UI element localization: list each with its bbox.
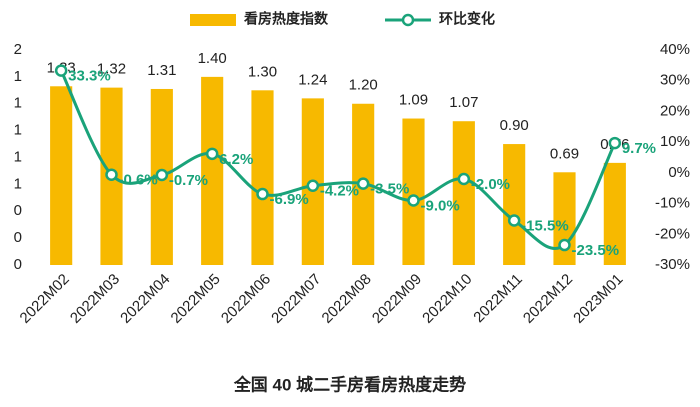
y-tick-label: 1 [14,68,22,85]
bar [50,86,73,265]
line-marker [507,214,521,227]
line-marker [205,147,219,161]
y-tick-label: 2 [14,41,22,58]
y2-tick-label: 40% [660,41,690,58]
line-value-label: 9.7% [622,140,656,157]
x-tick-label: 2022M08 [319,271,375,327]
y-tick-label: 0 [14,256,22,273]
y2-tick-label: -30% [655,256,690,273]
line-value-label: -0.6% [119,172,158,189]
bar-value-label: 1.30 [248,63,277,80]
line-marker [457,172,471,186]
legend-label: 环比变化 [439,11,495,27]
x-tick-label: 2022M05 [168,271,224,327]
line-value-label: -15.5% [521,217,569,234]
bar-value-label: 1.31 [147,62,176,79]
bar-value-label: 1.20 [349,77,378,94]
bar-value-label: 1.40 [198,50,227,67]
bar-value-label: 1.07 [449,94,478,111]
bar [603,162,626,265]
line-value-label: -3.5% [370,181,409,198]
x-tick-label: 2022M11 [470,271,525,326]
bar [402,118,425,265]
line-marker [407,194,420,207]
y2-tick-label: -10% [655,195,690,212]
x-tick-label: 2022M04 [117,271,173,327]
bar [503,144,526,265]
line-value-label: -4.2% [320,183,359,200]
y-tick-label: 0 [14,202,22,219]
bar-value-label: 0.90 [500,117,529,134]
legend-label: 看房热度指数 [243,11,329,27]
line-value-label: 6.2% [219,151,253,168]
y-tick-label: 1 [14,95,22,112]
line [59,69,617,250]
x-tick-label: 2022M10 [419,271,475,327]
bar-value-label: 0.69 [550,145,579,162]
bar-value-label: 1.32 [97,61,126,78]
line-value-label: -6.9% [270,191,309,208]
line-marker [105,168,118,181]
x-tick-label: 2022M03 [67,271,123,327]
y2-tick-label: 30% [660,72,690,89]
x-tick-label: 2022M07 [268,271,324,327]
line-marker [54,64,68,77]
line-marker [356,177,370,190]
line-marker [256,187,269,201]
legend-swatch [190,14,236,26]
legend-marker [401,13,415,27]
x-tick-label: 2022M09 [369,271,425,327]
line-value-label: -2.0% [471,176,510,193]
y2-tick-label: 10% [660,133,690,150]
bar-value-label: 1.24 [298,71,327,88]
x-tick-label: 2022M06 [218,271,274,327]
line-value-label: -0.7% [169,172,208,189]
line-marker [558,238,571,252]
bar [201,76,224,265]
line-marker [155,168,169,182]
bar [553,172,576,265]
bar [452,121,475,265]
y2-tick-label: 20% [660,102,690,119]
x-tick-label: 2022M12 [520,271,576,327]
line-value-label: 33.3% [68,68,111,85]
bar-value-label: 1.09 [399,92,428,109]
y2-tick-label: -20% [655,225,690,242]
x-tick-label: 2023M01 [570,271,626,327]
y-tick-label: 1 [14,175,22,192]
line-value-label: -23.5% [572,242,620,259]
y-tick-label: 1 [14,148,22,165]
y-tick-label: 1 [14,122,22,139]
line-marker [306,179,320,193]
chart-title: 全国 40 城二手房看房热度走势 [233,374,466,394]
y2-tick-label: 0% [668,164,690,181]
y-tick-label: 0 [14,229,22,246]
bar [251,90,274,265]
line-value-label: -9.0% [421,197,460,214]
line-marker [608,136,622,150]
x-tick-label: 2022M02 [17,271,73,327]
